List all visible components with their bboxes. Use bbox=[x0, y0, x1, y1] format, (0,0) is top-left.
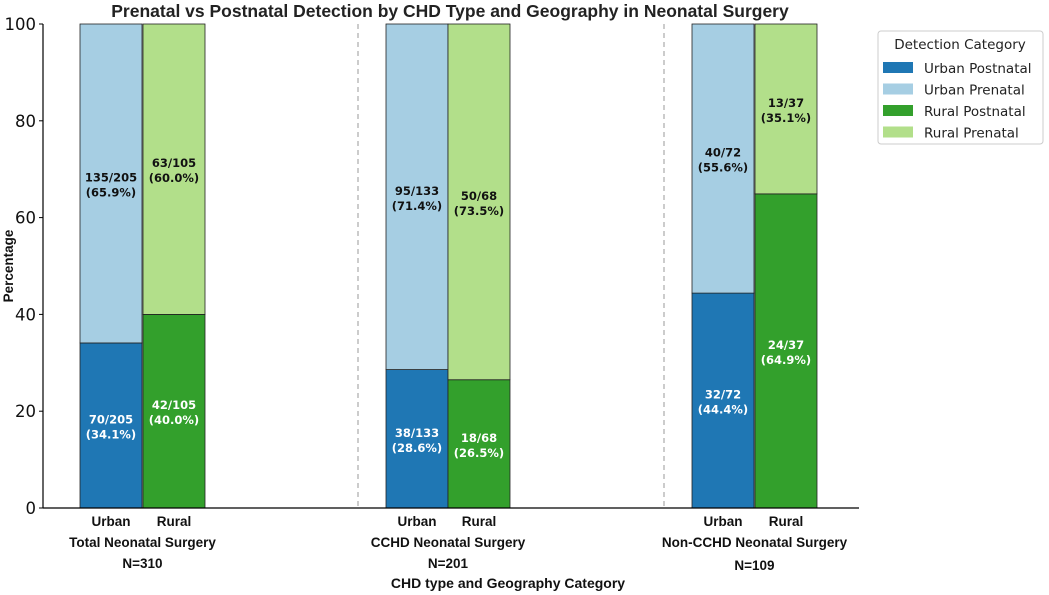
x-tick-label: Urban bbox=[91, 514, 130, 529]
data-label-postnatal: 18/68 bbox=[461, 431, 497, 445]
data-label-postnatal: (40.0%) bbox=[149, 413, 199, 427]
group-n-label: N=109 bbox=[734, 558, 774, 573]
legend-box bbox=[877, 30, 1044, 145]
data-label-postnatal: 24/37 bbox=[768, 338, 804, 352]
data-label-prenatal: (71.4%) bbox=[392, 199, 442, 213]
data-label-postnatal: (34.1%) bbox=[86, 427, 136, 441]
x-tick-label: Rural bbox=[157, 514, 192, 529]
data-label-postnatal: (44.4%) bbox=[698, 403, 748, 417]
bar-rural-prenatal bbox=[754, 23, 818, 195]
group-label: Non-CCHD Neonatal Surgery bbox=[662, 535, 848, 550]
bar-urban-postnatal bbox=[79, 342, 143, 509]
group-n-label: N=310 bbox=[122, 556, 162, 571]
data-label-postnatal: (28.6%) bbox=[392, 441, 442, 455]
legend-entry-label: Rural Postnatal bbox=[924, 104, 1026, 120]
x-axis-label: CHD type and Geography Category bbox=[391, 575, 625, 591]
legend-entry-label: Urban Postnatal bbox=[924, 61, 1032, 77]
y-tick-label: 40 bbox=[15, 305, 36, 324]
y-tick-label: 100 bbox=[5, 15, 37, 34]
data-label-prenatal: 63/105 bbox=[152, 156, 196, 170]
data-label-postnatal: (64.9%) bbox=[761, 353, 811, 367]
y-tick-label: 20 bbox=[15, 402, 36, 421]
bar-rural-postnatal bbox=[754, 193, 818, 509]
bar-rural-prenatal bbox=[447, 23, 511, 381]
group-n-label: N=201 bbox=[428, 556, 469, 571]
legend-entry-label: Rural Prenatal bbox=[924, 126, 1019, 142]
chart-title: Prenatal vs Postnatal Detection by CHD T… bbox=[111, 1, 789, 21]
x-tick-label: Urban bbox=[703, 514, 742, 529]
data-label-prenatal: 50/68 bbox=[461, 189, 497, 203]
bar-rural-prenatal bbox=[142, 23, 206, 315]
group-label: Total Neonatal Surgery bbox=[69, 535, 216, 550]
data-label-prenatal: 40/72 bbox=[705, 146, 741, 160]
data-label-prenatal: (65.9%) bbox=[86, 185, 136, 199]
x-tick-label: Rural bbox=[462, 514, 497, 529]
y-axis-label: Percentage bbox=[1, 229, 16, 302]
legend-swatch bbox=[883, 62, 913, 73]
data-label-postnatal: 70/205 bbox=[89, 412, 133, 426]
bar-urban-postnatal bbox=[385, 369, 449, 509]
legend-entry-label: Urban Prenatal bbox=[924, 83, 1025, 99]
legend-title: Detection Category bbox=[894, 37, 1026, 53]
bar-urban-prenatal bbox=[79, 23, 143, 344]
x-tick-label: Urban bbox=[397, 514, 436, 529]
data-label-prenatal: (73.5%) bbox=[454, 204, 504, 218]
legend-swatch bbox=[883, 83, 913, 95]
y-tick-label: 80 bbox=[15, 112, 36, 131]
y-tick-label: 0 bbox=[26, 499, 37, 518]
data-label-postnatal: 42/105 bbox=[152, 398, 196, 412]
data-label-postnatal: 38/133 bbox=[395, 426, 439, 440]
legend-swatch bbox=[883, 126, 913, 138]
x-tick-label: Rural bbox=[769, 514, 804, 529]
data-label-prenatal: (55.6%) bbox=[698, 161, 748, 175]
data-label-postnatal: (26.5%) bbox=[454, 446, 504, 460]
y-tick-label: 60 bbox=[15, 209, 36, 228]
legend-swatch bbox=[883, 105, 913, 116]
data-label-prenatal: (60.0%) bbox=[149, 171, 199, 185]
group-label: CCHD Neonatal Surgery bbox=[371, 535, 526, 550]
data-label-prenatal: 135/205 bbox=[85, 170, 137, 184]
bar-urban-prenatal bbox=[385, 23, 449, 370]
bar-urban-prenatal bbox=[691, 23, 755, 294]
data-label-prenatal: 13/37 bbox=[768, 96, 804, 110]
data-label-prenatal: 95/133 bbox=[395, 184, 439, 198]
data-label-prenatal: (35.1%) bbox=[761, 111, 811, 125]
data-label-postnatal: 32/72 bbox=[705, 388, 741, 402]
